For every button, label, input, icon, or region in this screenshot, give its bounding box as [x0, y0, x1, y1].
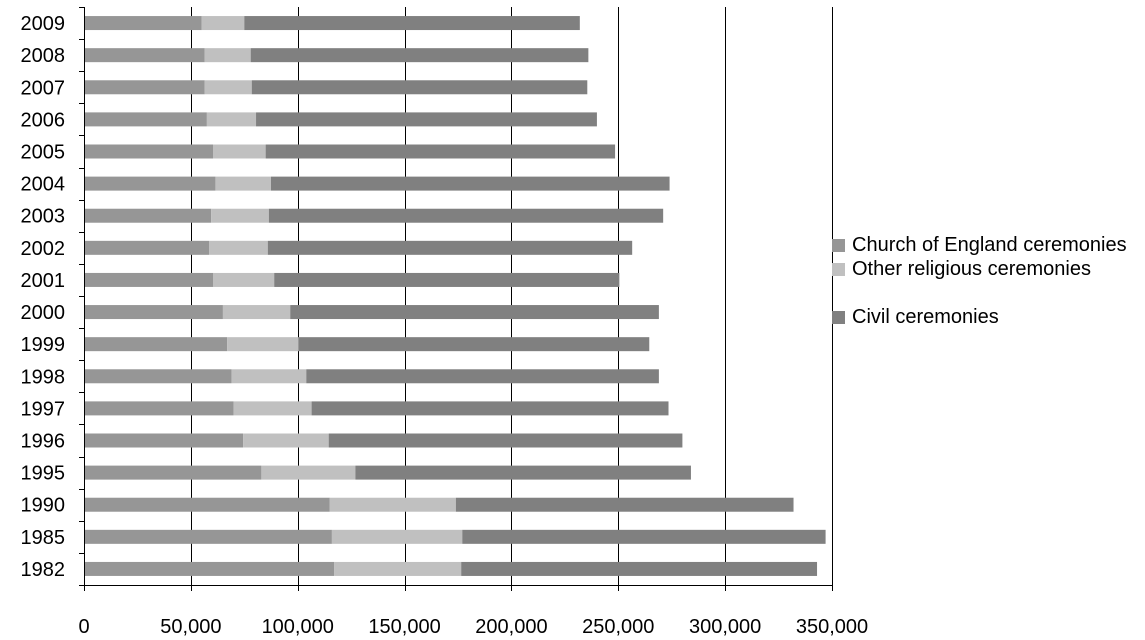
bar-2001-series-0 [84, 272, 214, 287]
bar-1997-series-0 [84, 401, 234, 416]
x-tick-label-6: 300,000 [689, 616, 761, 638]
bar-1999-series-1 [227, 337, 299, 352]
bar-1982-series-1 [334, 561, 462, 576]
legend-item-church-of-england: Church of England ceremonies [830, 233, 1142, 257]
y-tick-label-1998: 1998 [21, 366, 66, 388]
x-tick-label-5: 250,000 [582, 616, 654, 638]
y-tick-label-1999: 1999 [21, 334, 66, 356]
bar-2005-series-0 [84, 144, 214, 159]
x-tick-label-4: 200,000 [475, 616, 547, 638]
legend-swatch-church-of-england [832, 239, 845, 252]
bar-1996-series-2 [328, 433, 683, 448]
bar-2002-series-2 [267, 240, 633, 255]
bar-2007-series-0 [84, 80, 205, 95]
legend-label-civil: Civil ceremonies [852, 306, 999, 328]
y-tick-label-2002: 2002 [21, 238, 66, 260]
x-tick-label-2: 100,000 [262, 616, 334, 638]
bar-2000-series-0 [84, 305, 223, 320]
bar-1995-series-1 [261, 465, 356, 480]
bar-1982-series-0 [84, 561, 335, 576]
bar-2000-series-1 [222, 305, 291, 320]
legend-item-other-religious: Other religious ceremonies [830, 257, 1142, 281]
x-tick-label-0: 0 [78, 616, 89, 638]
bar-2008-series-0 [84, 48, 205, 63]
legend-label-other-religious: Other religious ceremonies [852, 258, 1091, 280]
y-tick-label-1997: 1997 [21, 398, 66, 420]
chart-legend: Church of England ceremonies Other relig… [830, 233, 1142, 329]
legend-swatch-civil [832, 311, 845, 324]
bar-2004-series-0 [84, 176, 216, 191]
x-tick-label-1: 50,000 [160, 616, 221, 638]
bar-1996-series-0 [84, 433, 244, 448]
bar-2000-series-2 [290, 305, 659, 320]
y-tick-label-2007: 2007 [21, 77, 66, 99]
bar-2007-series-1 [204, 80, 252, 95]
bar-1990-series-1 [329, 497, 456, 512]
bar-2002-series-1 [209, 240, 268, 255]
bar-2005-series-1 [213, 144, 266, 159]
bar-2003-series-1 [211, 208, 269, 223]
bar-2009-series-2 [244, 16, 580, 31]
bar-2006-series-1 [206, 112, 257, 127]
bar-1995-series-0 [84, 465, 262, 480]
bar-1997-series-2 [311, 401, 669, 416]
bar-2008-series-2 [250, 48, 589, 63]
y-tick-label-1990: 1990 [21, 495, 66, 517]
bar-1998-series-2 [306, 369, 659, 384]
bar-2004-series-1 [215, 176, 271, 191]
bar-1997-series-1 [233, 401, 312, 416]
legend-swatch-other-religious [832, 263, 845, 276]
bar-1995-series-2 [355, 465, 691, 480]
y-tick-label-2006: 2006 [21, 109, 66, 131]
bar-2004-series-2 [271, 176, 670, 191]
y-tick-label-1982: 1982 [21, 559, 66, 581]
bar-1999-series-0 [84, 337, 228, 352]
bar-2006-series-0 [84, 112, 207, 127]
bar-1985-series-0 [84, 529, 332, 544]
bar-1982-series-2 [461, 561, 818, 576]
bar-1998-series-0 [84, 369, 232, 384]
y-tick-label-2008: 2008 [21, 45, 66, 67]
bar-2009-series-1 [201, 16, 245, 31]
bar-2007-series-2 [251, 80, 588, 95]
bar-1985-series-1 [331, 529, 463, 544]
bar-2006-series-2 [256, 112, 597, 127]
bar-2009-series-0 [84, 16, 202, 31]
y-tick-label-2009: 2009 [21, 13, 66, 35]
y-tick-label-1985: 1985 [21, 527, 66, 549]
bar-1990-series-2 [455, 497, 794, 512]
legend-label-church-of-england: Church of England ceremonies [852, 234, 1127, 256]
legend-item-civil: Civil ceremonies [830, 305, 1142, 329]
bar-2001-series-2 [274, 272, 620, 287]
bar-1999-series-2 [298, 337, 650, 352]
bar-2003-series-2 [268, 208, 664, 223]
bar-1996-series-1 [243, 433, 329, 448]
x-tick-label-7: 350,000 [796, 616, 868, 638]
y-tick-label-1996: 1996 [21, 431, 66, 453]
bar-1990-series-0 [84, 497, 330, 512]
bar-2001-series-1 [213, 272, 275, 287]
bar-2005-series-2 [265, 144, 616, 159]
bar-1985-series-2 [462, 529, 826, 544]
y-tick-label-2004: 2004 [21, 174, 66, 196]
y-tick-label-1995: 1995 [21, 463, 66, 485]
y-tick-label-2005: 2005 [21, 142, 66, 164]
y-tick-label-2000: 2000 [21, 302, 66, 324]
bar-2008-series-1 [204, 48, 251, 63]
y-tick-label-2001: 2001 [21, 270, 66, 292]
bar-1998-series-1 [231, 369, 307, 384]
x-tick-label-3: 150,000 [368, 616, 440, 638]
bar-2003-series-0 [84, 208, 212, 223]
bar-2002-series-0 [84, 240, 210, 255]
y-tick-label-2003: 2003 [21, 206, 66, 228]
